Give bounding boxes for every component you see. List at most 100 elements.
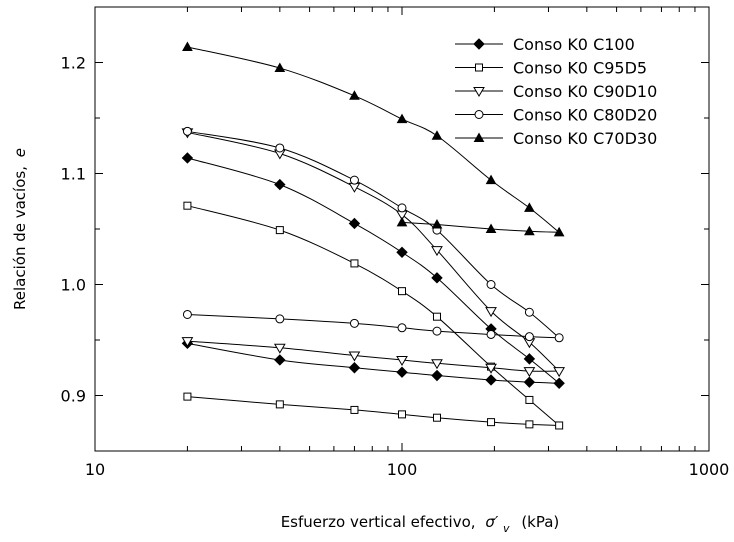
legend-marker — [474, 110, 484, 119]
series-1-point — [275, 226, 284, 235]
series-0-point — [348, 217, 361, 230]
x-tick-label: 10 — [85, 460, 105, 479]
y-tick-label: 1.2 — [61, 54, 86, 73]
series-3-point — [397, 203, 407, 213]
series-2-point — [181, 337, 194, 348]
series-3-point — [275, 314, 285, 324]
series-0-point — [431, 369, 443, 382]
series-1-point — [432, 312, 441, 321]
x-axis-title-symbol: σ′ — [485, 513, 499, 531]
series-4-point — [524, 202, 535, 212]
legend-marker — [473, 38, 485, 50]
series-line-unloading-2 — [187, 340, 560, 372]
series-line-unloading-3 — [187, 313, 560, 339]
series-1-point — [487, 418, 496, 427]
x-axis-title-text: Esfuerzo vertical efectivo, — [281, 513, 476, 531]
legend-label: Conso K0 C80D20 — [513, 106, 657, 125]
series-4-point — [274, 62, 286, 73]
series-4-point — [553, 226, 565, 237]
series-2-point — [485, 363, 497, 374]
legend: Conso K0 C100 Conso K0 C95D5 Conso K0 C90D… — [455, 35, 657, 148]
y-axis-title: Relación de vacíos, e — [11, 148, 29, 310]
series-4-point — [396, 216, 408, 227]
series-4-point — [349, 90, 360, 100]
legend-marker — [473, 87, 485, 97]
legend-label: Conso K0 C90D10 — [513, 82, 657, 101]
series-2-point — [523, 367, 536, 378]
y-tick-label: 1.1 — [61, 165, 86, 184]
series-1-point — [183, 201, 192, 210]
series-1-point — [275, 400, 284, 409]
series-0-point — [485, 374, 497, 386]
series-2-point — [485, 307, 497, 318]
series-3-point — [486, 280, 496, 289]
y-axis-ticks: 0.9 1.0 1.1 1.2 — [61, 6, 709, 452]
series-4-point — [182, 41, 193, 51]
series-0-point — [396, 246, 408, 259]
series-0-point — [431, 272, 443, 284]
series-line-unloading-4 — [401, 221, 560, 233]
legend-label: Conso K0 C100 — [513, 35, 635, 54]
series-3-point — [524, 307, 534, 317]
series-3-point — [349, 318, 359, 328]
series-line-loading-1 — [187, 205, 560, 426]
y-axis-title-text: Relación de vacíos, — [11, 166, 29, 310]
legend-label: Conso K0 C95D5 — [513, 59, 647, 78]
series-1-point — [350, 259, 359, 268]
series-3-point — [432, 326, 442, 336]
series-0-point — [274, 354, 286, 366]
series-4-point — [524, 225, 535, 236]
series-2-point — [396, 355, 408, 366]
series-3-point — [524, 332, 534, 342]
x-axis-title: Esfuerzo vertical efectivo, σ′ v (kPa) — [281, 513, 560, 536]
y-axis-title-symbol: e — [11, 148, 29, 157]
series-3-point — [349, 175, 359, 185]
series-4-point — [431, 130, 443, 140]
series-0-point — [396, 366, 408, 378]
series-1-point — [555, 421, 564, 430]
series-3-point — [182, 309, 192, 319]
series-0-point — [523, 376, 536, 388]
series-lines — [187, 46, 560, 426]
series-1-point — [350, 405, 359, 414]
series-3-point — [182, 126, 192, 136]
y-tick-label: 0.9 — [61, 387, 86, 406]
series-1-point — [525, 395, 534, 404]
series-0-point — [553, 377, 565, 389]
x-axis-ticks: 10 100 1000 — [85, 7, 730, 479]
legend-marker — [473, 132, 485, 142]
series-1-point — [432, 413, 441, 422]
series-0-point — [181, 152, 194, 164]
series-3-point — [554, 333, 564, 343]
series-0-point — [523, 353, 536, 365]
series-3-point — [486, 329, 496, 339]
x-tick-label: 100 — [387, 460, 418, 479]
series-1-point — [525, 420, 534, 429]
series-3-point — [397, 323, 407, 333]
series-3-point — [275, 143, 285, 153]
series-1-point — [398, 287, 406, 296]
series-4-point — [431, 219, 443, 229]
legend-marker — [475, 63, 483, 72]
series-4-point — [485, 223, 497, 233]
series-markers — [181, 41, 566, 430]
series-0-point — [274, 178, 286, 191]
x-axis-title-unit: (kPa) — [521, 513, 559, 531]
y-tick-label: 1.0 — [61, 276, 86, 295]
legend-label: Conso K0 C70D30 — [513, 129, 657, 148]
series-4-point — [396, 113, 408, 124]
series-4-point — [485, 174, 497, 185]
series-2-point — [348, 351, 361, 362]
series-2-point — [553, 367, 566, 378]
series-line-unloading-1 — [187, 396, 560, 426]
series-2-point — [431, 246, 443, 257]
series-1-point — [398, 410, 406, 419]
series-line-loading-0 — [187, 157, 560, 384]
series-1-point — [183, 392, 192, 401]
x-tick-label: 1000 — [689, 460, 730, 479]
series-2-point — [273, 343, 286, 354]
series-0-point — [348, 362, 361, 374]
x-axis-title-subscript: v — [503, 522, 510, 535]
series-2-point — [431, 359, 443, 370]
